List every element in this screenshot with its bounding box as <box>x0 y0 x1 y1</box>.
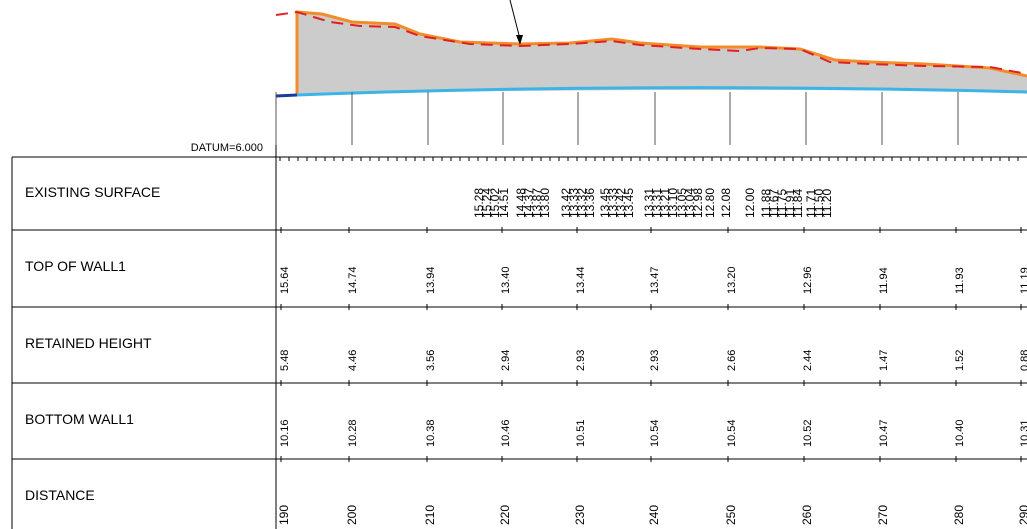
bottom-wall-value: 10.47 <box>878 419 890 447</box>
distance-value: 190 <box>277 505 291 525</box>
retained-height-value: 2.93 <box>575 350 587 371</box>
existing-surface-value: 13.21 <box>658 188 672 218</box>
retained-height-value: 2.93 <box>649 350 661 371</box>
existing-surface-value: 11.75 <box>775 189 789 218</box>
wall-profile <box>275 0 1027 98</box>
existing-surface-value: 13.33 <box>567 188 581 218</box>
leader-arrow-line <box>509 0 521 40</box>
existing-surface-value: 11.67 <box>767 189 781 218</box>
retained-height-value: 2.94 <box>500 350 512 371</box>
existing-surface-value: 13.36 <box>583 188 597 218</box>
existing-surface-value: 13.05 <box>675 188 689 218</box>
bottom-wall-value: 10.38 <box>425 419 437 447</box>
row-ticks <box>279 157 1022 462</box>
bottom-wall-value: 10.52 <box>802 419 814 447</box>
bottom-wall-value: 10.16 <box>279 419 291 447</box>
retained-height-value: 1.52 <box>954 350 966 371</box>
existing-surface-value: 15.02 <box>488 188 502 218</box>
existing-surface-value: 11.84 <box>791 189 805 218</box>
row-label-top-of-wall: TOP OF WALL1 <box>25 258 126 274</box>
existing-surface-value: 13.10 <box>666 188 680 218</box>
distance-value: 230 <box>573 505 587 525</box>
top-of-wall-value: 14.74 <box>347 266 359 294</box>
top-of-wall-value: 13.20 <box>726 266 738 294</box>
top-of-wall-value: 11.94 <box>878 267 890 294</box>
existing-surface-value: 13.31 <box>642 188 656 218</box>
top-of-wall-value: 13.47 <box>649 266 661 294</box>
distance-value: 250 <box>724 505 738 525</box>
station-values: 15.64 5.48 10.16 190 14.74 4.46 10.28 200 13.94 3… <box>277 266 1027 525</box>
existing-surface-value: 13.45 <box>598 188 612 218</box>
distance-value: 280 <box>952 505 966 525</box>
bottom-of-wall-line <box>296 86 1027 97</box>
row-label-existing-surface: EXISTING SURFACE <box>25 184 160 200</box>
distance-value: 240 <box>647 505 661 525</box>
existing-surface-value: 14.48 <box>514 188 528 218</box>
bottom-wall-value: 10.54 <box>649 419 661 447</box>
bottom-wall-value: 10.40 <box>954 419 966 447</box>
wall-section-fill <box>297 12 1027 95</box>
top-of-wall-value: 13.40 <box>500 266 512 294</box>
retained-height-value: 4.46 <box>347 350 359 371</box>
existing-surface-value: 15.24 <box>480 188 494 218</box>
distance-value: 290 <box>1017 505 1027 525</box>
retained-height-value: 1.47 <box>878 350 890 371</box>
distance-value: 260 <box>800 505 814 525</box>
existing-surface-value: 14.37 <box>522 188 536 218</box>
existing-surface-value: 11.50 <box>812 189 826 218</box>
distance-value: 210 <box>423 505 437 525</box>
bottom-wall-value: 10.31 <box>1019 419 1027 447</box>
existing-surface-value: 12.00 <box>743 188 757 218</box>
existing-surface-value: 11.71 <box>804 189 818 218</box>
data-band-table: EXISTING SURFACE TOP OF WALL1 RETAINED H… <box>11 156 1027 529</box>
retained-height-value: 5.48 <box>279 350 291 371</box>
existing-surface-value: 13.80 <box>538 188 552 218</box>
retained-height-value: 3.56 <box>425 350 437 371</box>
distance-value: 220 <box>498 505 512 525</box>
existing-surface-value: 15.28 <box>472 188 486 218</box>
existing-surface-value: 12.08 <box>719 188 733 218</box>
retained-height-value: 2.66 <box>726 350 738 371</box>
station-ordinates <box>275 92 959 145</box>
bottom-wall-line-start <box>275 93 298 98</box>
top-of-wall-value: 11.19 <box>1019 267 1027 294</box>
retained-height-value: 0.88 <box>1019 350 1027 371</box>
bottom-wall-value: 10.46 <box>500 419 512 447</box>
existing-surface-value: 12.98 <box>691 188 705 218</box>
existing-surface-value: 13.31 <box>650 188 664 218</box>
existing-surface-value: 13.32 <box>575 188 589 218</box>
existing-surface-value: 13.04 <box>683 188 697 218</box>
existing-surface-value: 13.42 <box>559 188 573 218</box>
bottom-wall-value: 10.54 <box>726 419 738 447</box>
top-of-wall-line <box>295 10 1027 95</box>
row-label-bottom-wall: BOTTOM WALL1 <box>25 411 134 427</box>
existing-surface-value: 14.51 <box>497 188 511 218</box>
bottom-wall-value: 10.51 <box>575 419 587 447</box>
row-label-distance: DISTANCE <box>25 487 95 503</box>
leader-arrow-head <box>516 35 523 45</box>
existing-surface-value: 11.20 <box>820 189 834 218</box>
existing-surface-value: 13.33 <box>606 188 620 218</box>
top-of-wall-value: 11.93 <box>954 267 966 294</box>
datum-area: DATUM=6.000 <box>191 92 959 157</box>
existing-surface-line <box>275 10 1027 75</box>
distance-value: 200 <box>345 505 359 525</box>
existing-surface-value: 13.87 <box>530 188 544 218</box>
top-of-wall-value: 15.64 <box>279 266 291 294</box>
existing-surface-value: 11.88 <box>759 189 773 218</box>
top-of-wall-value: 13.94 <box>425 266 437 294</box>
existing-surface-value: 11.91 <box>783 189 797 218</box>
existing-surface-value: 13.45 <box>622 188 636 218</box>
datum-label: DATUM=6.000 <box>191 142 263 154</box>
retained-height-value: 2.44 <box>802 350 814 371</box>
row-label-retained-height: RETAINED HEIGHT <box>25 335 152 351</box>
bottom-wall-value: 10.28 <box>347 419 359 447</box>
top-of-wall-value: 12.96 <box>802 266 814 294</box>
existing-surface-value: 12.80 <box>703 188 717 218</box>
top-of-wall-value: 13.44 <box>575 266 587 294</box>
distance-value: 270 <box>876 505 890 525</box>
existing-surface-value: 13.42 <box>614 188 628 218</box>
